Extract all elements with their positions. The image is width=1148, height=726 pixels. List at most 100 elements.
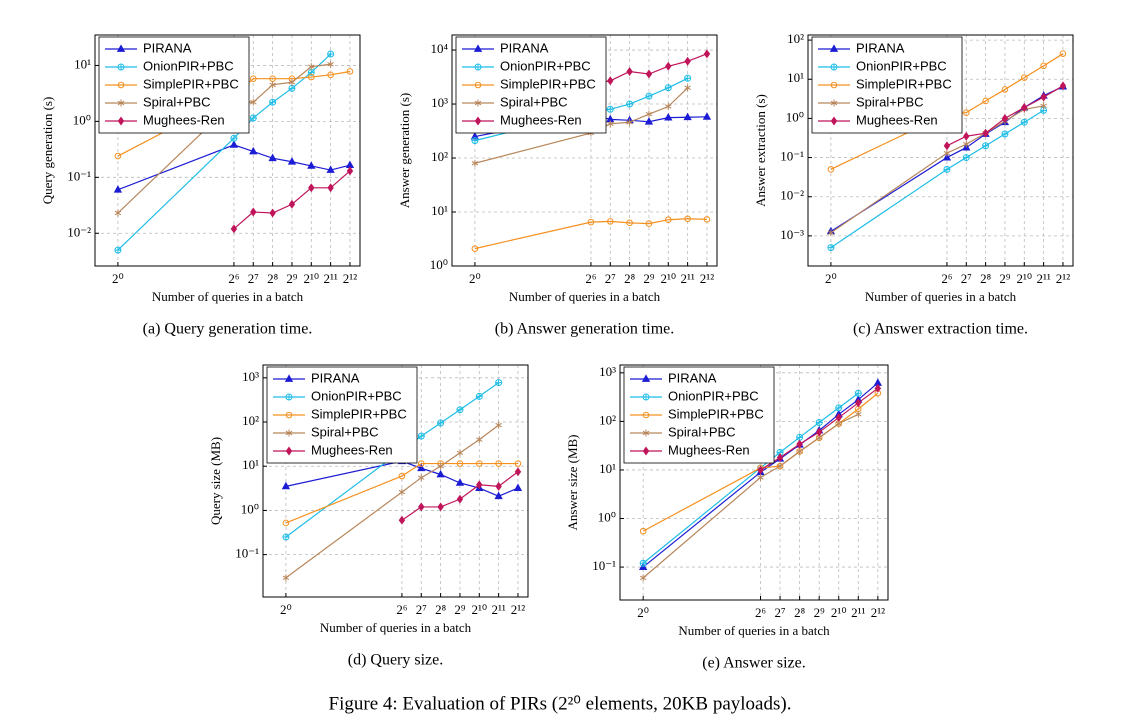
marker-shape [436,469,445,478]
marker-shape [587,218,595,226]
marker-shape [644,117,654,125]
legend-label: Spiral+PBC [143,94,211,109]
data-point [282,574,290,582]
marker-shape [116,44,126,52]
data-point [827,229,835,237]
data-point [288,199,296,209]
y-tick-label: 10⁻³ [780,227,804,242]
data-point [114,152,122,160]
x-tick-label: 2⁸ [794,605,806,620]
legend-marker [830,116,838,126]
marker-shape [114,209,122,217]
x-tick-label: 2¹⁰ [471,602,487,617]
data-point [327,60,334,68]
data-point [1020,74,1028,81]
marker-shape [269,81,276,89]
data-point [606,218,614,225]
data-point [684,215,691,223]
data-point [1001,86,1009,93]
legend-label: OnionPIR+PBC [500,58,591,73]
x-tick-label: 2¹² [871,605,885,620]
data-point [665,61,672,71]
data-point [606,105,614,113]
marker-shape [117,81,125,89]
marker-shape [982,128,989,138]
marker-shape [250,98,257,106]
marker-shape [346,166,354,176]
data-point [943,141,951,151]
marker-shape [268,153,277,162]
data-point [456,449,464,457]
data-point [495,460,502,467]
marker-shape [471,245,479,252]
legend-marker [830,63,838,71]
marker-shape [229,140,239,148]
marker-shape [288,199,296,209]
y-tick-label: 10² [431,149,448,164]
x-tick-label: 2⁸ [980,271,992,286]
data-point [815,418,823,426]
data-point [645,69,653,79]
data-point [418,502,425,512]
data-point [645,110,653,118]
marker-shape [1021,119,1028,126]
x-tick-label: 2⁶ [755,605,766,620]
marker-shape [513,483,523,491]
marker-shape [943,149,951,157]
data-point [514,467,522,477]
data-point [796,447,803,455]
marker-shape [963,131,970,141]
marker-shape [757,465,764,475]
data-point [475,392,483,400]
legend-marker [642,429,650,437]
data-point [835,413,842,423]
marker-shape [816,419,823,426]
legend-label: Spiral+PBC [311,424,379,439]
marker-shape [495,421,502,429]
data-point [942,152,952,161]
data-point [418,474,425,482]
x-tick-label: 2⁸ [435,602,447,617]
x-tick-label: 2¹⁰ [831,605,847,620]
data-point [268,153,277,162]
legend-label: SimplePIR+PBC [500,76,596,91]
legend-label: Spiral+PBC [668,424,736,439]
legend-marker [474,116,482,126]
legend-label: PIRANA [143,40,192,55]
data-point [639,559,647,567]
data-point [471,159,479,167]
plot-frame [451,34,718,267]
legend-marker [474,63,482,71]
marker-shape [113,185,123,193]
legend-marker [284,374,294,382]
marker-shape [495,460,502,467]
data-point [114,246,122,254]
marker-shape [665,84,672,91]
y-tick-label: 10⁰ [241,501,259,516]
data-point [230,134,238,142]
marker-shape [117,116,125,126]
marker-shape [475,460,483,467]
marker-shape [855,410,862,418]
marker-shape [943,166,950,173]
y-axis-label: Query generation (s) [40,97,55,205]
marker-shape [641,374,651,382]
marker-shape [327,60,334,68]
x-tick-label: 2⁹ [643,271,655,286]
marker-shape [418,502,425,512]
marker-shape [827,229,835,237]
marker-shape [642,446,650,456]
data-point [437,419,445,427]
marker-shape [1001,113,1009,123]
data-point [269,98,277,106]
marker-shape [643,394,649,400]
y-axis-label: Query size (MB) [208,437,223,525]
x-tick-label: 2⁷ [775,605,786,620]
legend-marker [473,44,483,52]
legend-marker [285,411,293,419]
data-point [757,473,764,481]
marker-shape [474,116,482,126]
data-point [476,436,483,444]
data-point [703,216,711,223]
legend-label: Spiral+PBC [500,94,568,109]
